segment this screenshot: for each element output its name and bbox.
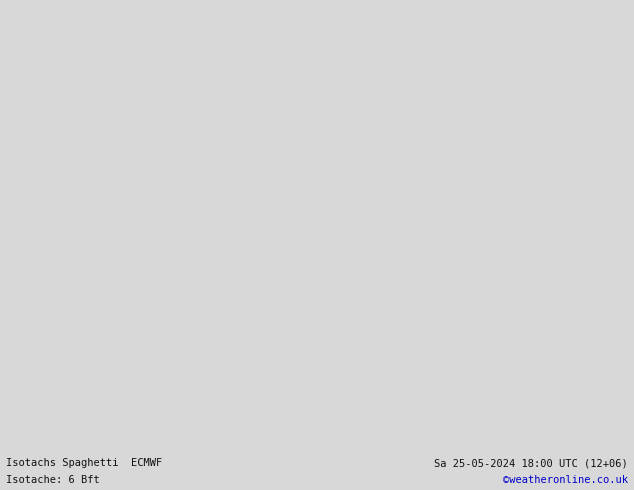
Text: ©weatheronline.co.uk: ©weatheronline.co.uk <box>503 475 628 485</box>
Text: Isotachs Spaghetti  ECMWF: Isotachs Spaghetti ECMWF <box>6 458 162 468</box>
Text: Sa 25-05-2024 18:00 UTC (12+06): Sa 25-05-2024 18:00 UTC (12+06) <box>434 458 628 468</box>
Text: Isotache: 6 Bft: Isotache: 6 Bft <box>6 475 100 485</box>
